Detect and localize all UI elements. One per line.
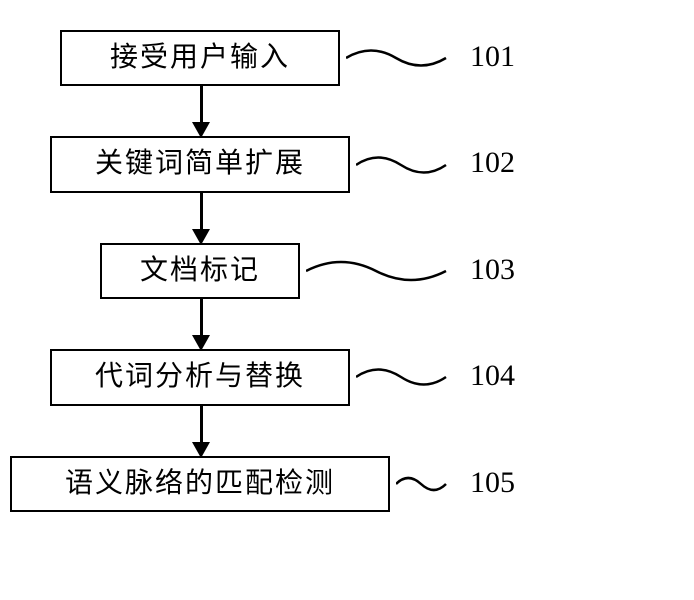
step-row-3: 文档标记 103 xyxy=(60,243,640,299)
step-text-3: 文档标记 xyxy=(140,255,260,286)
step-text-1: 接受用户输入 xyxy=(110,42,290,73)
step-box-3: 文档标记 xyxy=(100,243,300,299)
arrow-2 xyxy=(60,193,340,243)
step-label-2: 102 xyxy=(470,146,515,180)
step-box-5: 语义脉络的匹配检测 xyxy=(10,456,390,512)
arrow-3 xyxy=(60,299,340,349)
connector-2 xyxy=(356,145,456,185)
step-label-5: 105 xyxy=(470,466,515,500)
arrow-4 xyxy=(60,406,340,456)
flowchart-container: 接受用户输入 101 关键词简单扩展 102 文档标记 103 xyxy=(60,30,640,512)
step-box-2: 关键词简单扩展 xyxy=(50,136,350,192)
step-row-1: 接受用户输入 101 xyxy=(60,30,640,86)
step-label-4: 104 xyxy=(470,359,515,393)
connector-4 xyxy=(356,357,456,397)
step-box-4: 代词分析与替换 xyxy=(50,349,350,405)
step-box-1: 接受用户输入 xyxy=(60,30,340,86)
connector-5 xyxy=(396,464,456,504)
step-label-3: 103 xyxy=(470,253,515,287)
step-text-4: 代词分析与替换 xyxy=(95,361,305,392)
step-label-1: 101 xyxy=(470,40,515,74)
step-row-4: 代词分析与替换 104 xyxy=(60,349,640,405)
step-text-5: 语义脉络的匹配检测 xyxy=(65,468,335,499)
arrow-1 xyxy=(60,86,340,136)
step-text-2: 关键词简单扩展 xyxy=(95,148,305,179)
connector-3 xyxy=(306,251,456,291)
step-row-2: 关键词简单扩展 102 xyxy=(60,136,640,192)
step-row-5: 语义脉络的匹配检测 105 xyxy=(60,456,640,512)
connector-1 xyxy=(346,38,456,78)
